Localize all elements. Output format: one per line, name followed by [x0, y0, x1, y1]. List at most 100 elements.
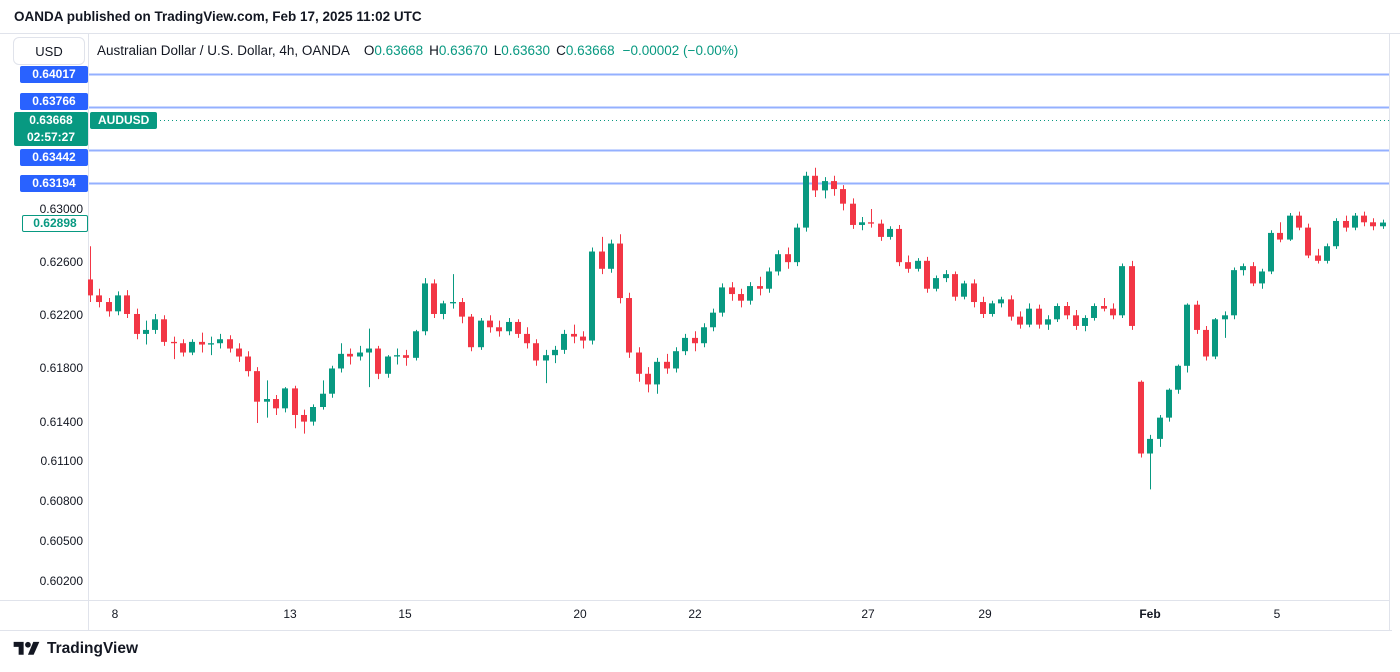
candle [933, 275, 939, 292]
time-tick-label: 20 [573, 607, 587, 621]
candle [1287, 212, 1293, 241]
candle [831, 175, 837, 196]
candle [506, 317, 512, 336]
candle [626, 292, 632, 358]
candle [1054, 303, 1060, 322]
current-price-value: 0.63668 [29, 112, 73, 127]
candle [608, 239, 614, 273]
tradingview-branding[interactable]: TradingView [13, 639, 138, 659]
candle [450, 274, 456, 309]
candle [850, 198, 856, 229]
candle [1315, 248, 1321, 264]
ohlc-key: H [429, 43, 439, 58]
candle [1110, 303, 1116, 320]
candle [1250, 262, 1256, 287]
candle [1240, 263, 1246, 276]
candle [812, 167, 818, 198]
candle [1138, 380, 1144, 458]
candle [692, 331, 698, 352]
candle [1157, 414, 1163, 447]
candle [1091, 303, 1097, 321]
time-tick-label: 15 [398, 607, 412, 621]
candle [794, 223, 800, 267]
candle [273, 395, 279, 415]
candle [227, 335, 233, 353]
candle [245, 351, 251, 377]
time-scale[interactable]: 8 13 15 20 22 27 29 Feb 5 [0, 601, 1400, 630]
price-tick-label: 0.63000 [39, 202, 83, 216]
candle [701, 323, 707, 348]
candle [961, 280, 967, 300]
candle [980, 296, 986, 318]
candle [1026, 303, 1032, 328]
candle [943, 270, 949, 283]
candle [515, 319, 521, 338]
candle [329, 365, 335, 398]
candle [440, 300, 446, 320]
candle [1101, 298, 1107, 312]
symbol-title[interactable]: Australian Dollar / U.S. Dollar, 4h, OAN… [97, 43, 350, 58]
candle [1064, 302, 1070, 320]
alert-price-label[interactable]: 0.63194 [20, 174, 88, 192]
candle [1343, 215, 1349, 232]
candle [236, 343, 242, 362]
candle [1045, 315, 1051, 330]
price-tick-label: 0.60800 [39, 494, 83, 508]
candle [1194, 300, 1200, 334]
candle [487, 315, 493, 333]
candle [1212, 317, 1218, 360]
candle [1324, 243, 1330, 264]
time-tick-label: 13 [283, 607, 297, 621]
currency-toggle-button[interactable]: USD [13, 37, 85, 65]
candle [208, 336, 214, 356]
candle [543, 349, 549, 384]
candle [654, 357, 660, 394]
time-tick-label: 8 [111, 607, 119, 621]
candle [710, 308, 716, 332]
candle [115, 291, 121, 316]
chart-legend: Australian Dollar / U.S. Dollar, 4h, OAN… [97, 43, 738, 58]
candle [301, 409, 307, 434]
candle [1175, 364, 1181, 394]
time-tick-label: 27 [861, 607, 875, 621]
candle [1184, 303, 1190, 373]
candle [664, 353, 670, 374]
ohlc-key: L [493, 43, 502, 58]
candle [785, 247, 791, 269]
candle [915, 258, 921, 272]
ohlc-value: 0.63630 [501, 43, 551, 58]
candles-layer [88, 167, 1386, 490]
candle [571, 324, 577, 344]
candle [719, 283, 725, 317]
candle [292, 385, 298, 429]
candle [1147, 434, 1153, 490]
candle [189, 339, 195, 356]
candle [320, 380, 326, 410]
price-scale[interactable]: 0.63000 0.62600 0.62200 0.61800 0.61400 0.611… [0, 0, 88, 630]
alert-price-label[interactable]: 0.63766 [20, 92, 88, 110]
candle [887, 226, 893, 240]
candle [1129, 260, 1135, 330]
alert-price-label[interactable]: 0.63442 [20, 148, 88, 166]
candle [738, 288, 744, 308]
price-tick-label: 0.60500 [39, 534, 83, 548]
price-tick-label: 0.60200 [39, 574, 83, 588]
candle [599, 236, 605, 275]
candle [1370, 218, 1376, 231]
candle [1277, 222, 1283, 243]
candle [905, 255, 911, 273]
candle [496, 320, 502, 337]
candle [180, 339, 186, 357]
tradingview-logo-text: TradingView [47, 640, 139, 657]
candle [134, 308, 140, 340]
candle [264, 380, 270, 418]
alert-price-label[interactable]: 0.64017 [20, 65, 88, 83]
price-tick-label: 0.61100 [40, 454, 84, 468]
candle [1119, 263, 1125, 318]
candle [1305, 223, 1311, 259]
candle [747, 282, 753, 305]
candle [88, 246, 93, 303]
ohlc-value: 0.63668 [565, 43, 615, 58]
ohlc-value: 0.63670 [438, 43, 488, 58]
